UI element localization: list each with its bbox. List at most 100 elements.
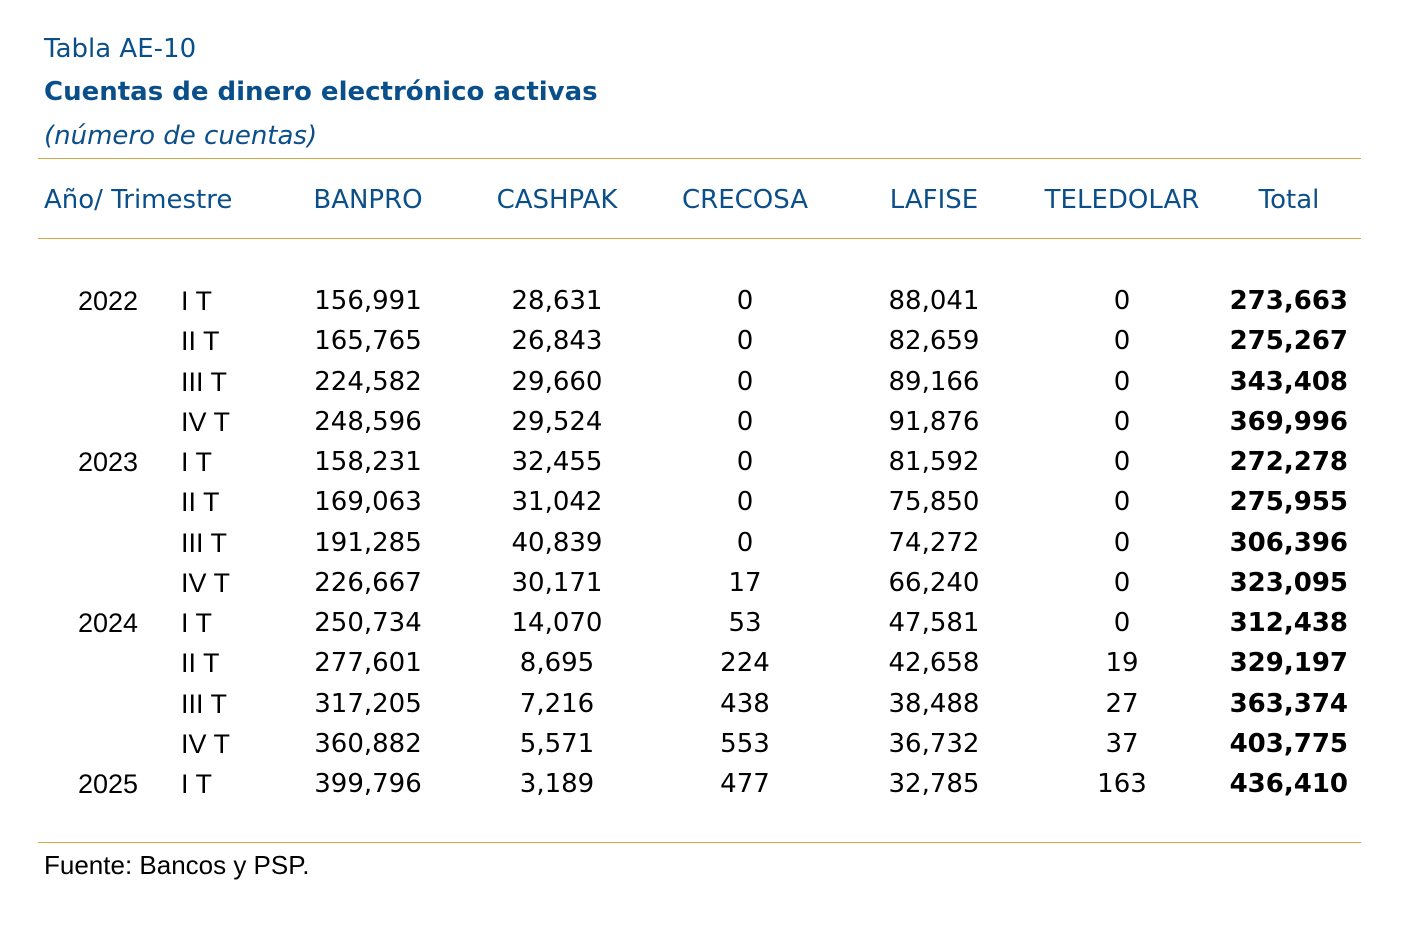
table-row: 2023 I T 158,231 32,455 0 81,592 0 272,278 xyxy=(0,445,1410,485)
cell-cashpak: 7,216 xyxy=(519,688,595,719)
table-row: II T 277,601 8,695 224 42,658 19 329,197 xyxy=(0,646,1410,686)
row-quarter: III T xyxy=(181,688,228,719)
cell-banpro: 165,765 xyxy=(314,326,422,357)
row-year: 2022 xyxy=(77,286,139,316)
cell-teledolar: 0 xyxy=(1113,406,1131,437)
table-row: III T 191,285 40,839 0 74,272 0 306,396 xyxy=(0,526,1410,566)
header-lafise: LAFISE xyxy=(889,185,979,215)
cell-teledolar: 0 xyxy=(1113,608,1131,638)
cell-total: 273,663 xyxy=(1229,286,1348,316)
cell-cashpak: 31,042 xyxy=(511,487,603,518)
cell-lafise: 81,592 xyxy=(888,447,980,477)
cell-total: 275,955 xyxy=(1229,487,1348,518)
cell-banpro: 360,882 xyxy=(314,728,422,759)
table-row: II T 165,765 26,843 0 82,659 0 275,267 xyxy=(0,324,1410,364)
row-quarter: I T xyxy=(181,447,213,477)
header-teledolar: TELEDOLAR xyxy=(1044,185,1200,215)
cell-cashpak: 30,171 xyxy=(511,567,603,598)
header-crecosa: CRECOSA xyxy=(681,185,809,215)
cell-cashpak: 26,843 xyxy=(511,326,603,357)
cell-lafise: 42,658 xyxy=(888,648,980,679)
table-row: II T 169,063 31,042 0 75,850 0 275,955 xyxy=(0,485,1410,525)
cell-total: 363,374 xyxy=(1229,688,1348,719)
row-quarter: IV T xyxy=(181,406,231,437)
table-row: 2025 I T 399,796 3,189 477 32,785 163 436,410 xyxy=(0,767,1410,807)
table-row: III T 317,205 7,216 438 38,488 27 363,374 xyxy=(0,687,1410,727)
cell-banpro: 250,734 xyxy=(314,608,422,638)
table-title: Cuentas de dinero electrónico activas xyxy=(44,77,598,107)
cell-total: 369,996 xyxy=(1229,406,1348,437)
row-quarter: III T xyxy=(181,527,228,558)
table-row: 2022 I T 156,991 28,631 0 88,041 0 273,663 xyxy=(0,284,1410,324)
cell-banpro: 224,582 xyxy=(314,366,422,397)
cell-teledolar: 0 xyxy=(1113,447,1131,477)
cell-cashpak: 28,631 xyxy=(511,286,603,316)
row-quarter: I T xyxy=(181,608,213,638)
cell-banpro: 399,796 xyxy=(314,769,422,799)
cell-crecosa: 553 xyxy=(720,728,770,759)
cell-teledolar: 0 xyxy=(1113,527,1131,558)
header-period: Año/ Trimestre xyxy=(44,185,233,215)
cell-cashpak: 5,571 xyxy=(519,728,595,759)
row-quarter: III T xyxy=(181,366,228,397)
cell-cashpak: 14,070 xyxy=(511,608,603,638)
row-quarter: IV T xyxy=(181,567,231,598)
cell-teledolar: 37 xyxy=(1105,728,1139,759)
cell-total: 343,408 xyxy=(1229,366,1348,397)
top-rule xyxy=(38,158,1361,159)
cell-banpro: 317,205 xyxy=(314,688,422,719)
cell-banpro: 169,063 xyxy=(314,487,422,518)
header-total: Total xyxy=(1258,185,1320,215)
cell-cashpak: 3,189 xyxy=(519,769,595,799)
cell-teledolar: 0 xyxy=(1113,326,1131,357)
row-year: 2023 xyxy=(77,447,139,477)
cell-teledolar: 19 xyxy=(1105,648,1139,679)
cell-cashpak: 32,455 xyxy=(511,447,603,477)
cell-total: 275,267 xyxy=(1229,326,1348,357)
cell-crecosa: 0 xyxy=(736,447,754,477)
row-quarter: II T xyxy=(181,487,220,518)
table-label: Tabla AE-10 xyxy=(44,34,197,64)
cell-total: 272,278 xyxy=(1229,447,1348,477)
cell-total: 323,095 xyxy=(1229,567,1348,598)
cell-banpro: 158,231 xyxy=(314,447,422,477)
table-row: IV T 360,882 5,571 553 36,732 37 403,775 xyxy=(0,727,1410,767)
cell-crecosa: 0 xyxy=(736,487,754,518)
cell-banpro: 191,285 xyxy=(314,527,422,558)
cell-lafise: 88,041 xyxy=(888,286,980,316)
cell-lafise: 36,732 xyxy=(888,728,980,759)
cell-lafise: 38,488 xyxy=(888,688,980,719)
table-row: III T 224,582 29,660 0 89,166 0 343,408 xyxy=(0,365,1410,405)
cell-crecosa: 0 xyxy=(736,286,754,316)
row-year: 2025 xyxy=(77,769,139,799)
header-cashpak: CASHPAK xyxy=(496,185,618,215)
cell-teledolar: 0 xyxy=(1113,567,1131,598)
table-row: IV T 248,596 29,524 0 91,876 0 369,996 xyxy=(0,405,1410,445)
cell-total: 312,438 xyxy=(1229,608,1348,638)
cell-lafise: 32,785 xyxy=(888,769,980,799)
cell-total: 329,197 xyxy=(1229,648,1348,679)
cell-cashpak: 8,695 xyxy=(519,648,595,679)
bottom-rule xyxy=(38,842,1361,843)
cell-total: 436,410 xyxy=(1229,769,1348,799)
cell-teledolar: 27 xyxy=(1105,688,1139,719)
cell-crecosa: 477 xyxy=(720,769,770,799)
cell-crecosa: 17 xyxy=(728,567,762,598)
cell-lafise: 74,272 xyxy=(888,527,980,558)
cell-crecosa: 438 xyxy=(720,688,770,719)
cell-lafise: 47,581 xyxy=(888,608,980,638)
row-quarter: II T xyxy=(181,648,220,679)
cell-lafise: 75,850 xyxy=(888,487,980,518)
row-quarter: I T xyxy=(181,769,213,799)
cell-crecosa: 224 xyxy=(720,648,770,679)
table-row: IV T 226,667 30,171 17 66,240 0 323,095 xyxy=(0,566,1410,606)
cell-total: 403,775 xyxy=(1229,728,1348,759)
header-banpro: BANPRO xyxy=(313,185,423,215)
cell-cashpak: 29,660 xyxy=(511,366,603,397)
row-quarter: II T xyxy=(181,326,220,357)
cell-crecosa: 0 xyxy=(736,366,754,397)
cell-crecosa: 53 xyxy=(728,608,762,638)
header-rule xyxy=(38,238,1361,239)
row-year: 2024 xyxy=(77,608,139,638)
cell-lafise: 82,659 xyxy=(888,326,980,357)
